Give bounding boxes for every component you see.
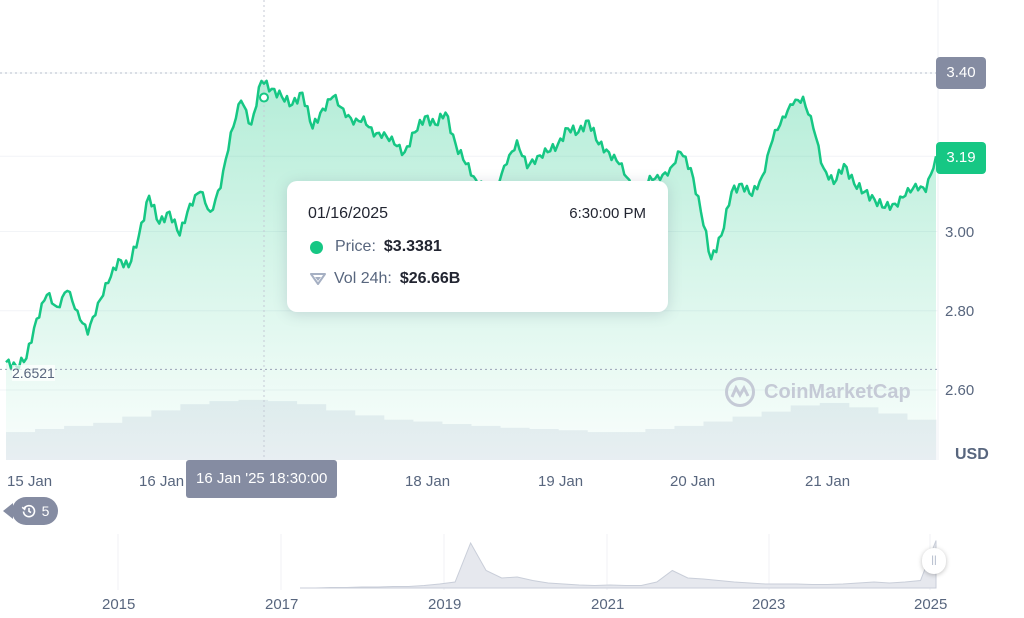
- tooltip-price-label: Price:: [335, 238, 376, 255]
- coinmarketcap-watermark: CoinMarketCap: [724, 376, 911, 408]
- high-price-tag: 3.40: [936, 57, 986, 89]
- price-series-line: [5, 79, 938, 371]
- low-price-label: 2.6521: [12, 365, 55, 381]
- last-price-tag: 3.19: [936, 142, 986, 174]
- overview-series-area: [300, 540, 937, 589]
- watermark-text: CoinMarketCap: [764, 380, 911, 403]
- tooltip-time: 6:30:00 PM: [569, 205, 646, 222]
- tooltip-volume-row: Vol 24h: $26.66B: [310, 270, 460, 288]
- overview-tick-label: 2017: [265, 596, 299, 613]
- tooltip-volume-value: $26.66B: [399, 270, 461, 287]
- history-count: 5: [41, 503, 50, 519]
- crosshair-point: [259, 92, 269, 103]
- history-icon: [21, 504, 35, 518]
- y-tick-label: 3.00: [945, 224, 975, 241]
- y-tick-label: 2.80: [945, 303, 975, 320]
- tooltip-price-row: Price: $3.3381: [310, 238, 442, 256]
- x-tick-label: 19 Jan: [538, 473, 584, 490]
- x-tick-label: 15 Jan: [7, 473, 53, 490]
- overview-tick-label: 2025: [914, 596, 948, 613]
- y-tick-label: 2.60: [945, 382, 975, 399]
- crosshair-date-label: 16 Jan '25 18:30:00: [186, 460, 338, 498]
- history-button[interactable]: 5: [3, 497, 58, 525]
- x-tick-label: 20 Jan: [670, 473, 716, 490]
- overview-tick-label: 2019: [428, 596, 462, 613]
- overview-tick-label: 2023: [752, 596, 786, 613]
- tooltip-date: 01/16/2025: [308, 205, 389, 222]
- price-tooltip: 01/16/2025 6:30:00 PM Price: $3.3381 Vol…: [287, 181, 668, 312]
- overview-tick-label: 2021: [591, 596, 625, 613]
- tooltip-price-value: $3.3381: [383, 238, 442, 255]
- coinmarketcap-logo-icon: [725, 377, 755, 407]
- volume-icon: [310, 273, 326, 285]
- currency-label: USD: [955, 446, 989, 463]
- range-handle[interactable]: ||: [922, 548, 946, 574]
- x-tick-label: 21 Jan: [805, 473, 851, 490]
- overview-tick-label: 2015: [102, 596, 136, 613]
- tooltip-volume-label: Vol 24h:: [334, 270, 392, 287]
- x-tick-label: 16 Jan: [139, 473, 185, 490]
- x-tick-label: 18 Jan: [405, 473, 451, 490]
- price-dot-icon: [310, 240, 323, 254]
